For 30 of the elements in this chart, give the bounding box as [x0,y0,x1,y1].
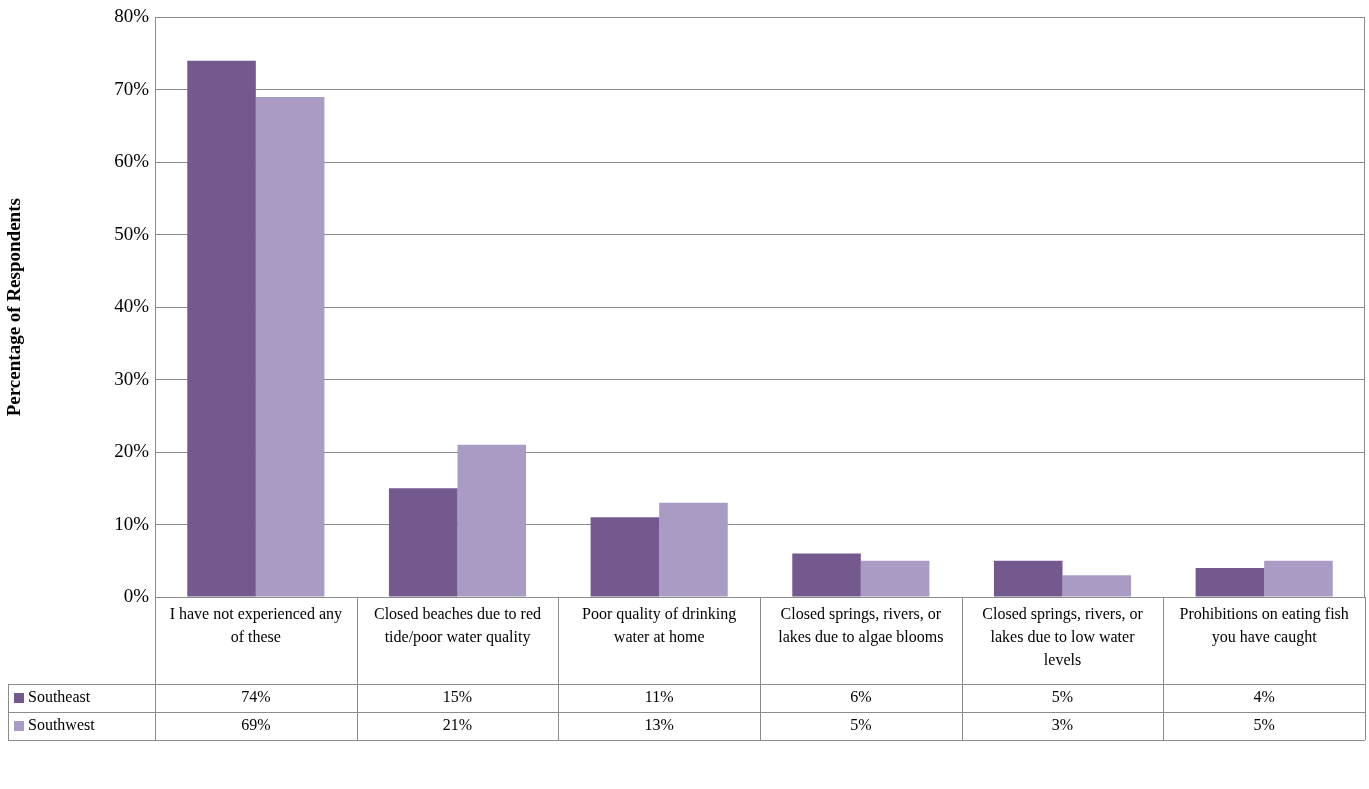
data-label: 74% [241,688,271,706]
x-tick-label: Closed springs, rivers, or lakes due to low water levels [982,605,1144,669]
y-tick-label: 80% [114,5,150,27]
y-tick-label: 10% [114,512,150,534]
y-tick-label: 30% [114,367,150,389]
data-label: 5% [1253,716,1275,734]
x-tick-label: I have not experienced any of these [169,605,343,646]
data-label: 6% [850,688,872,706]
data-label: 13% [644,716,674,734]
y-tick-label: 0% [123,584,150,606]
data-label: 4% [1253,688,1275,706]
x-tick-label: Closed springs, rivers, or lakes due to algae blooms [778,605,944,647]
y-tick-label: 20% [114,440,150,462]
x-tick-label: Closed beaches due to red tide/poor water quality [373,605,542,647]
data-label: 21% [442,716,473,734]
y-tick-label: 70% [114,77,150,99]
legend-label: Southwest [28,716,96,734]
y-tick-label: 40% [114,295,150,317]
data-label: 5% [850,716,872,734]
data-label: 3% [1051,716,1074,734]
x-tick-label: Prohibitions on eating fish you have caught [1179,605,1349,647]
data-label: 69% [241,716,271,734]
y-tick-label: 50% [114,222,150,244]
y-tick-label: 60% [114,150,150,172]
data-label: 5% [1051,688,1074,706]
data-label: 11% [644,688,674,706]
data-label: 15% [442,688,473,706]
y-axis-title: Percentage of Respondents [3,198,25,417]
x-tick-label: Poor quality of drinking water at home [582,605,737,646]
legend-label: Southeast [28,688,91,706]
